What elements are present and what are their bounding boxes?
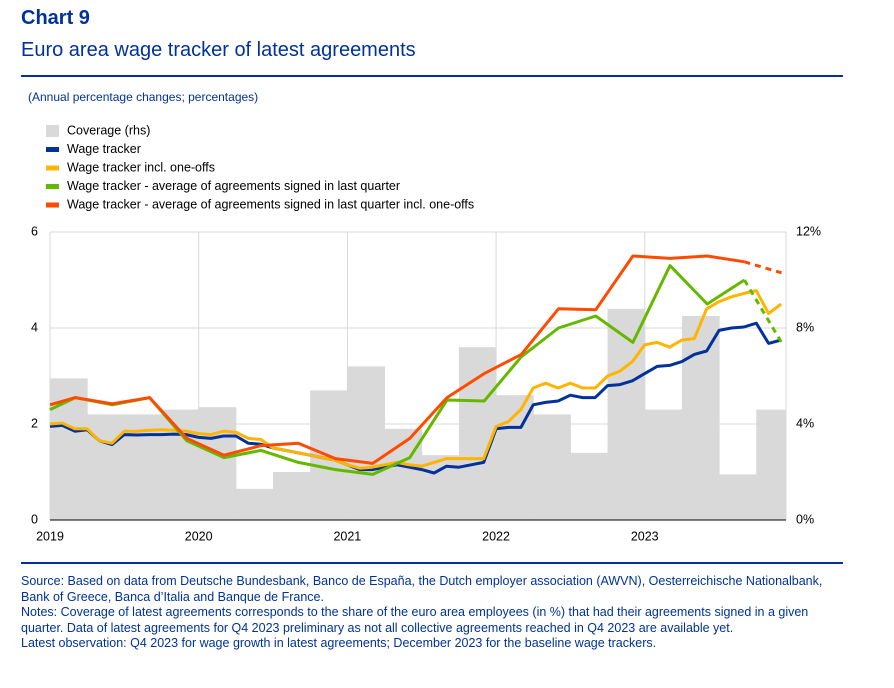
y-tick-label: 4 [31, 320, 38, 334]
coverage-bar [458, 347, 497, 520]
series-line-preliminary [743, 279, 783, 344]
coverage-bar [87, 414, 125, 520]
coverage-bar [607, 308, 646, 520]
y2-tick-label: 8% [796, 320, 814, 334]
legend-label: Wage tracker incl. one-offs [67, 160, 215, 174]
coverage-bar [570, 452, 609, 520]
series-line [49, 254, 745, 465]
x-tick-label: 2020 [185, 529, 213, 543]
divider [21, 75, 843, 77]
legend-label: Wage tracker - average of agreements sig… [67, 179, 400, 193]
x-tick-label: 2021 [333, 529, 361, 543]
unit-note: (Annual percentage changes; percentages) [28, 90, 258, 104]
series-line-preliminary [743, 260, 782, 275]
legend-swatch [46, 202, 59, 208]
chart-title: Chart 9 [21, 7, 90, 29]
y2-tick-label: 12% [796, 224, 821, 238]
legend-label: Wage tracker - average of agreements sig… [67, 197, 474, 211]
legend-swatch [46, 165, 59, 171]
coverage-bar [161, 409, 200, 520]
legend-swatch [46, 184, 59, 189]
notes: Notes: Coverage of latest agreements cor… [21, 605, 809, 635]
series-line [49, 321, 782, 475]
chart: (Annual percentage changes; percentages)… [28, 90, 821, 543]
y-tick-label: 0 [31, 512, 38, 526]
coverage-bar [198, 407, 237, 520]
y2-tick-label: 0% [796, 512, 814, 526]
y-tick-label: 2 [31, 416, 38, 430]
coverage-bar [756, 409, 786, 520]
latest-observation: Latest observation: Q4 2023 for wage gro… [21, 636, 657, 650]
divider [21, 562, 843, 564]
coverage-bar [235, 488, 274, 520]
y2-tick-label: 4% [796, 416, 814, 430]
coverage-bar [273, 472, 311, 520]
legend-label: Wage tracker [67, 142, 141, 156]
series-line [49, 289, 783, 470]
legend-swatch [46, 125, 59, 137]
x-tick-label: 2023 [631, 529, 659, 543]
coverage-bar [681, 316, 720, 520]
footnotes: Source: Based on data from Deutsche Bund… [21, 574, 851, 652]
y-tick-label: 6 [31, 224, 38, 238]
coverage-bar [347, 366, 386, 520]
x-tick-label: 2022 [482, 529, 510, 543]
coverage-bar [533, 414, 571, 520]
source: Source: Based on data from Deutsche Bund… [21, 574, 823, 604]
coverage-bar [644, 409, 683, 520]
chart-subtitle: Euro area wage tracker of latest agreeme… [21, 39, 416, 61]
coverage-bar [719, 474, 757, 520]
x-tick-label: 2019 [36, 529, 64, 543]
legend-label: Coverage (rhs) [67, 123, 150, 137]
legend-swatch [46, 147, 59, 152]
